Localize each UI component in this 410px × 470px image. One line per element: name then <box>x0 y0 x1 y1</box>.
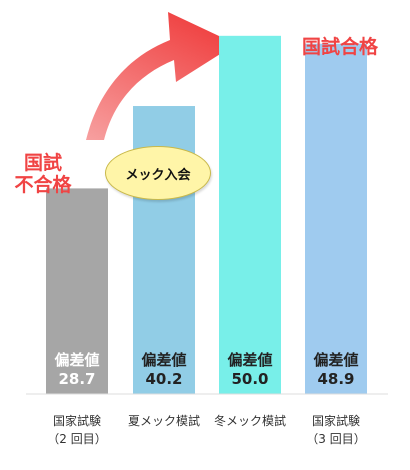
bar-label-3: 偏差値 <box>227 351 272 369</box>
fail-label-line-2: 不合格 <box>14 174 72 196</box>
category-label-2: 夏メック模試 <box>114 412 214 430</box>
category-label-3: 冬メック模試 <box>200 412 300 430</box>
category-label-1: 国家試験 （2 回目） <box>27 412 127 448</box>
fail-label-line-1: 国試 <box>23 152 62 174</box>
bar-3 <box>219 35 281 395</box>
growth-arrow-icon <box>86 12 236 140</box>
category-label-1-line-2: （2 回目） <box>47 432 107 446</box>
pass-label: 国試合格 <box>301 36 378 58</box>
bar-1 <box>46 188 108 394</box>
bar-value-4: 48.9 <box>317 370 354 388</box>
fail-label: 国試 不合格 <box>8 152 78 196</box>
bar-value-2: 40.2 <box>145 370 182 388</box>
category-label-4-line-2: （3 回目） <box>306 432 366 446</box>
category-label-3-line-1: 冬メック模試 <box>213 414 286 428</box>
bar-4 <box>305 43 367 394</box>
bar-label-4: 偏差値 <box>313 351 358 369</box>
bar-value-1: 28.7 <box>58 370 95 388</box>
join-mec-bubble: メック入会 <box>105 146 211 200</box>
category-label-4: 国家試験 （3 回目） <box>286 412 386 448</box>
bar-label-2: 偏差値 <box>141 351 186 369</box>
category-label-4-line-1: 国家試験 <box>311 414 360 428</box>
category-label-1-line-1: 国家試験 <box>52 414 101 428</box>
bar-label-1: 偏差値 <box>54 351 99 369</box>
category-label-2-line-1: 夏メック模試 <box>127 414 200 428</box>
bar-value-3: 50.0 <box>231 370 268 388</box>
join-mec-bubble-text: メック入会 <box>125 167 191 183</box>
